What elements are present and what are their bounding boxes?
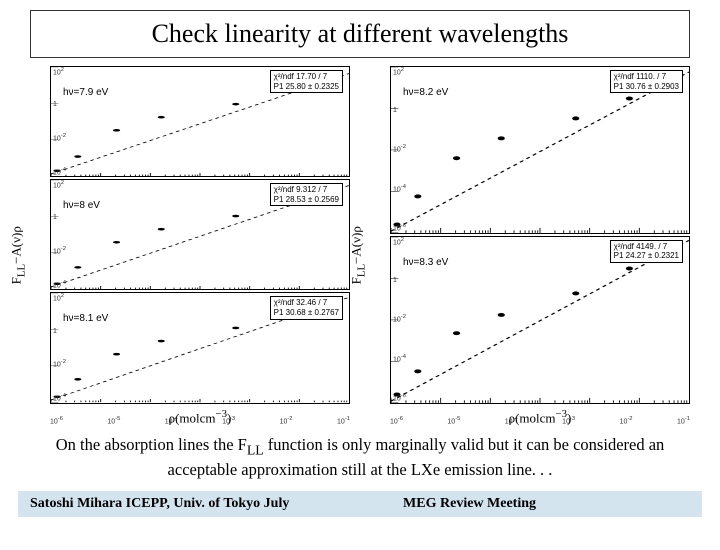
yticks: 102110-210-4 bbox=[53, 180, 66, 289]
panel-8-1ev: χ²/ndf 32.46 / 7P1 30.68 ± 0.2767 hν=8.1 … bbox=[50, 292, 350, 403]
yticks: 102110-210-410-6 bbox=[393, 67, 406, 233]
fit-stats-box: χ²/ndf 9.312 / 7P1 28.53 ± 0.2569 bbox=[270, 183, 343, 206]
y-axis-label-left: FLL−A(ν)ρ bbox=[9, 226, 28, 284]
panel-8ev: χ²/ndf 9.312 / 7P1 28.53 ± 0.2569 hν=8 eV… bbox=[50, 179, 350, 290]
photon-energy-label: hν=7.9 eV bbox=[63, 87, 108, 98]
panel-8-3ev: χ²/ndf 4149. / 7P1 24.27 ± 0.2321 hν=8.3 … bbox=[390, 236, 690, 404]
yticks: 102110-210-410-6 bbox=[393, 237, 406, 403]
photon-energy-label: hν=8.3 eV bbox=[403, 257, 448, 268]
yticks: 102110-210-4 bbox=[53, 293, 66, 402]
y-axis-label-right: FLL−A(ν)ρ bbox=[349, 226, 368, 284]
footer-author: Satoshi Mihara ICEPP, Univ. of Tokyo Jul… bbox=[30, 496, 403, 512]
fit-stats-box: χ²/ndf 4149. / 7P1 24.27 ± 0.2321 bbox=[610, 240, 683, 263]
fit-stats-box: χ²/ndf 32.46 / 7P1 30.68 ± 0.2767 bbox=[270, 296, 343, 319]
yticks: 102110-210-4 bbox=[53, 67, 66, 176]
page-title: Check linearity at different wavelengths bbox=[30, 10, 690, 58]
fit-stats-box: χ²/ndf 1110. / 7P1 30.76 ± 0.2903 bbox=[610, 70, 683, 93]
footer-meeting: MEG Review Meeting bbox=[403, 496, 690, 512]
photon-energy-label: hν=8.2 eV bbox=[403, 87, 448, 98]
footer-bar: Satoshi Mihara ICEPP, Univ. of Tokyo Jul… bbox=[18, 491, 702, 517]
right-column: FLL−A(ν)ρ χ²/ndf 1110. / 7P1 30.76 ± 0.2… bbox=[370, 66, 690, 426]
xticks-left: 10-610-510-410-310-210-1 bbox=[50, 416, 350, 425]
panel-8-2ev: χ²/ndf 1110. / 7P1 30.76 ± 0.2903 hν=8.2 … bbox=[390, 66, 690, 234]
photon-energy-label: hν=8.1 eV bbox=[63, 313, 108, 324]
photon-energy-label: hν=8 eV bbox=[63, 200, 100, 211]
plots-area: FLL−A(ν)ρ χ²/ndf 17.70 / 7P1 25.80 ± 0.2… bbox=[0, 66, 720, 426]
left-column: FLL−A(ν)ρ χ²/ndf 17.70 / 7P1 25.80 ± 0.2… bbox=[30, 66, 350, 426]
fit-stats-box: χ²/ndf 17.70 / 7P1 25.80 ± 0.2325 bbox=[270, 70, 343, 93]
xticks-right: 10-610-510-410-310-210-1 bbox=[390, 416, 690, 425]
caption-text: On the absorption lines the FLL function… bbox=[0, 426, 720, 487]
panel-7-9ev: χ²/ndf 17.70 / 7P1 25.80 ± 0.2325 hν=7.9 … bbox=[50, 66, 350, 177]
